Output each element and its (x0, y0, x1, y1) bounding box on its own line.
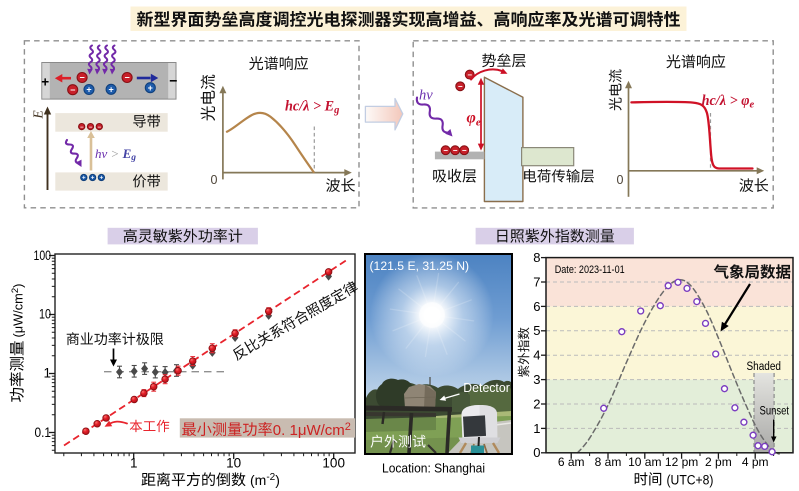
svg-text:6 am: 6 am (558, 455, 585, 469)
svg-text:6: 6 (533, 299, 540, 314)
svg-text:hc/λ > φe: hc/λ > φe (702, 93, 755, 111)
svg-text:−: − (462, 146, 467, 155)
svg-text:5: 5 (533, 323, 540, 338)
svg-text:−: − (467, 70, 472, 79)
svg-text:−: − (79, 73, 84, 83)
svg-text:0: 0 (533, 445, 540, 460)
svg-text:8: 8 (533, 250, 540, 265)
svg-text:3: 3 (533, 372, 540, 387)
svg-text:4: 4 (533, 348, 540, 363)
svg-text:Sunset: Sunset (760, 406, 790, 418)
svg-text:+: + (148, 83, 153, 93)
svg-text:10 am: 10 am (628, 455, 661, 469)
svg-text:+: + (91, 176, 95, 182)
svg-text:7: 7 (533, 274, 540, 289)
svg-text:hv > Eg: hv > Eg (95, 146, 136, 163)
svg-text:0.1: 0.1 (35, 425, 52, 440)
svg-text:−: − (98, 125, 102, 131)
svg-text:10: 10 (39, 307, 51, 322)
svg-text:0: 0 (211, 173, 218, 187)
svg-text:−: − (453, 146, 458, 155)
svg-text:+: + (100, 176, 104, 182)
svg-text:2 pm: 2 pm (705, 455, 732, 469)
svg-text:1: 1 (533, 421, 540, 436)
svg-text:4 pm: 4 pm (742, 455, 769, 469)
svg-text:(121.5 E, 31.25 N): (121.5 E, 31.25 N) (370, 259, 470, 273)
svg-text:100: 100 (322, 456, 345, 471)
svg-text:−: − (70, 85, 75, 95)
svg-text:hv: hv (419, 88, 433, 104)
svg-text:+: + (108, 85, 113, 95)
svg-text:hc/λ > Eg: hc/λ > Eg (285, 99, 339, 117)
svg-text:+: + (82, 176, 86, 182)
svg-text:+: + (41, 75, 49, 90)
svg-text:−: − (169, 73, 177, 89)
svg-text:+: + (86, 85, 91, 95)
svg-text:(m-2): (m-2) (250, 472, 280, 488)
svg-text:8 am: 8 am (595, 455, 622, 469)
svg-text:E: E (31, 110, 46, 120)
svg-text:Detector: Detector (463, 380, 510, 395)
svg-text:−: − (124, 73, 129, 83)
svg-text:100: 100 (34, 248, 52, 263)
svg-text:12 pm: 12 pm (665, 455, 698, 469)
svg-text:1: 1 (43, 366, 51, 381)
svg-text:−: − (443, 146, 448, 155)
svg-text:−: − (80, 125, 84, 131)
svg-text:(UTC+8): (UTC+8) (667, 472, 714, 487)
svg-text:10: 10 (226, 456, 241, 471)
svg-text:0. 1μW/cm2: 0. 1μW/cm2 (273, 421, 351, 439)
svg-text:Shaded: Shaded (747, 361, 782, 373)
svg-text:0: 0 (617, 173, 624, 187)
svg-text:−: − (89, 125, 93, 131)
svg-text:Date: 2023-11-01: Date: 2023-11-01 (555, 264, 625, 276)
svg-text:1: 1 (130, 456, 138, 471)
svg-text:−: − (458, 82, 463, 91)
svg-text:Location: Shanghai: Location: Shanghai (382, 460, 485, 475)
svg-text:2: 2 (533, 396, 540, 411)
svg-text:(μW/cm2): (μW/cm2) (10, 284, 26, 338)
